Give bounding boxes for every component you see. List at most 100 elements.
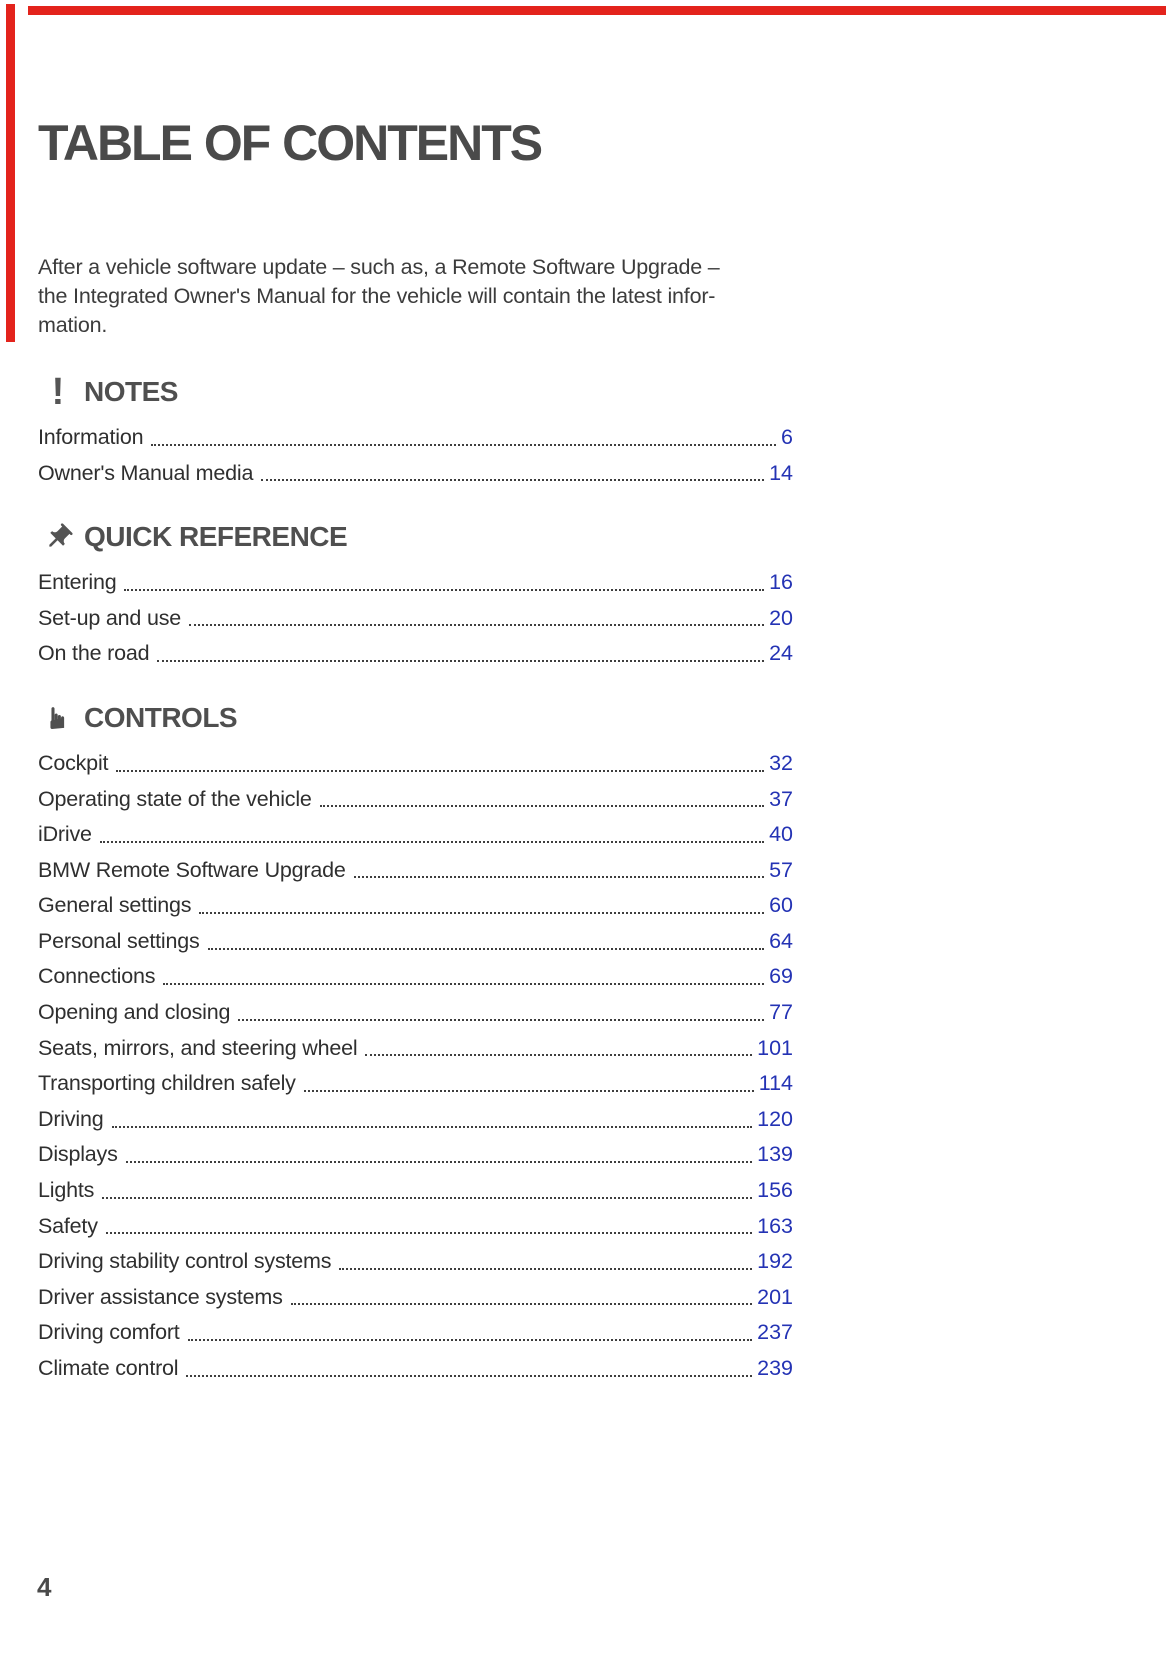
dotted-leader — [163, 983, 765, 986]
entry-page-number: 6 — [781, 424, 793, 449]
dotted-leader — [365, 1054, 753, 1057]
dotted-leader — [199, 911, 765, 914]
toc-entry[interactable]: Owner's Manual media 14 — [38, 450, 793, 486]
entry-label: Displays — [38, 1142, 118, 1167]
entry-page-number: 57 — [769, 857, 793, 882]
toc-section: QUICK REFERENCE Entering 16 Set-up and use 2… — [38, 515, 793, 666]
dotted-leader — [207, 947, 765, 950]
entry-label: General settings — [38, 893, 192, 918]
entry-label: Driving comfort — [38, 1320, 180, 1345]
dotted-leader — [187, 1339, 753, 1342]
dotted-leader — [353, 876, 765, 879]
dotted-leader — [111, 1125, 753, 1128]
entry-label: BMW Remote Software Upgrade — [38, 857, 346, 882]
entry-label: Seats, mirrors, and steering wheel — [38, 1035, 358, 1060]
toc-entry[interactable]: Transporting children safely 114 — [38, 1060, 793, 1096]
dotted-leader — [105, 1232, 753, 1235]
toc-entry[interactable]: Driving comfort 237 — [38, 1309, 793, 1345]
page-title: TABLE OF CONTENTS — [38, 115, 543, 171]
entry-label: Opening and closing — [38, 1000, 231, 1025]
dotted-leader — [99, 840, 765, 843]
toc-entry[interactable]: Connections 69 — [38, 954, 793, 990]
entry-page-number: 40 — [769, 822, 793, 847]
dotted-leader — [116, 769, 765, 772]
toc-entry[interactable]: Safety 163 — [38, 1203, 793, 1239]
dotted-leader — [238, 1018, 765, 1021]
toc-entry[interactable]: On the road 24 — [38, 630, 793, 666]
toc-entry[interactable]: Entering 16 — [38, 559, 793, 595]
toc-section: ☛ CONTROLS Cockpit 32 Operating state of the… — [38, 696, 793, 1381]
toc-entry[interactable]: Driver assistance systems 201 — [38, 1274, 793, 1310]
entry-page-number: 114 — [758, 1071, 793, 1096]
dotted-leader — [102, 1196, 753, 1199]
entry-label: Information — [38, 424, 144, 449]
dotted-leader — [303, 1089, 754, 1092]
entry-label: Driver assistance systems — [38, 1284, 283, 1309]
entry-label: On the road — [38, 641, 150, 666]
toc-entry[interactable]: Driving 120 — [38, 1096, 793, 1132]
dotted-leader — [339, 1267, 753, 1270]
toc-entry[interactable]: BMW Remote Software Upgrade 57 — [38, 847, 793, 883]
dotted-leader — [261, 479, 765, 482]
red-top-line — [28, 6, 1166, 15]
intro-paragraph: After a vehicle software update – such a… — [38, 255, 720, 337]
entry-label: Cockpit — [38, 750, 109, 775]
entry-page-number: 120 — [757, 1106, 793, 1131]
toc-entry[interactable]: Operating state of the vehicle 37 — [38, 776, 793, 812]
entry-label: iDrive — [38, 822, 92, 847]
entry-label: Driving stability control systems — [38, 1249, 332, 1274]
toc-entry[interactable]: General settings 60 — [38, 882, 793, 918]
entry-page-number: 14 — [769, 460, 793, 485]
toc-entry[interactable]: Lights 156 — [38, 1167, 793, 1203]
section-header: ! NOTES — [38, 370, 793, 414]
dotted-leader — [157, 659, 765, 662]
entry-label: Safety — [38, 1213, 98, 1238]
page-number: 4 — [37, 1572, 52, 1602]
toc-entry[interactable]: Personal settings 64 — [38, 918, 793, 954]
entry-label: Lights — [38, 1178, 95, 1203]
pushpin-icon — [38, 522, 78, 553]
toc-section: ! NOTES Information 6 Owner's Manual media 14 — [38, 370, 793, 485]
entry-page-number: 20 — [769, 605, 793, 630]
section-header: ☛ CONTROLS — [38, 696, 793, 740]
toc-sections: ! NOTES Information 6 Owner's Manual media 14… — [38, 370, 793, 1381]
toc-entry[interactable]: Set-up and use 20 — [38, 595, 793, 631]
dotted-leader — [186, 1374, 753, 1377]
entry-label: Personal settings — [38, 928, 200, 953]
entry-page-number: 163 — [757, 1213, 793, 1238]
toc-entry[interactable]: Displays 139 — [38, 1132, 793, 1168]
toc-entry[interactable]: Opening and closing 77 — [38, 989, 793, 1025]
dotted-leader — [290, 1303, 753, 1306]
toc-entry[interactable]: Climate control 239 — [38, 1345, 793, 1381]
exclamation-icon: ! — [51, 371, 65, 413]
entry-page-number: 60 — [769, 893, 793, 918]
entry-page-number: 64 — [769, 928, 793, 953]
entry-label: Operating state of the vehicle — [38, 786, 312, 811]
entry-label: Transporting children safely — [38, 1071, 296, 1096]
toc-entry[interactable]: Information 6 — [38, 414, 793, 450]
entry-page-number: 239 — [757, 1356, 793, 1381]
section-title: CONTROLS — [84, 701, 238, 733]
section-title: NOTES — [84, 376, 178, 407]
entry-label: Climate control — [38, 1356, 179, 1381]
toc-entry[interactable]: Cockpit 32 — [38, 740, 793, 776]
entry-page-number: 24 — [769, 641, 793, 666]
toc-entry[interactable]: iDrive 40 — [38, 811, 793, 847]
entry-page-number: 192 — [757, 1249, 793, 1274]
pointing-hand-icon: ☛ — [41, 704, 74, 732]
entry-page-number: 69 — [769, 964, 793, 989]
entry-label: Owner's Manual media — [38, 460, 254, 485]
dotted-leader — [125, 1161, 753, 1164]
toc-entry[interactable]: Seats, mirrors, and steering wheel 101 — [38, 1025, 793, 1061]
entry-page-number: 32 — [769, 750, 793, 775]
entry-page-number: 101 — [757, 1035, 793, 1060]
toc-entry[interactable]: Driving stability control systems 192 — [38, 1238, 793, 1274]
toc-content: TABLE OF CONTENTS After a vehicle softwa… — [38, 0, 793, 1381]
entry-label: Set-up and use — [38, 605, 182, 630]
dotted-leader — [319, 805, 765, 808]
entry-label: Connections — [38, 964, 156, 989]
red-left-line — [6, 4, 15, 342]
entry-label: Entering — [38, 570, 117, 595]
entry-page-number: 77 — [769, 1000, 793, 1025]
